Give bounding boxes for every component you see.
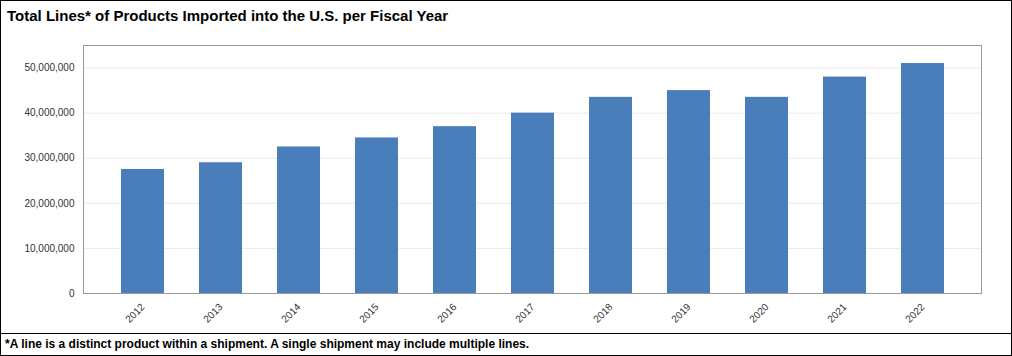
html-text:Total Lines* of Products Impor: Total Lines* of Products Imported into t… — [7, 7, 449, 24]
svg-text:2015: 2015 — [357, 301, 381, 325]
svg-text:2020: 2020 — [747, 301, 771, 325]
svg-text:10,000,000: 10,000,000 — [24, 243, 74, 254]
svg-text:2012: 2012 — [123, 301, 147, 325]
svg-text:40,000,000: 40,000,000 — [24, 107, 74, 118]
svg-text:50,000,000: 50,000,000 — [24, 62, 74, 73]
svg-text:2019: 2019 — [669, 301, 693, 325]
svg-text:20,000,000: 20,000,000 — [24, 198, 74, 209]
svg-text:2021: 2021 — [825, 301, 849, 325]
svg-text:2018: 2018 — [591, 301, 615, 325]
svg-text:30,000,000: 30,000,000 — [24, 152, 74, 163]
svg-text:0: 0 — [69, 288, 75, 299]
svg-text:2013: 2013 — [201, 301, 225, 325]
html-text:*A line is a distinct product: *A line is a distinct product within a s… — [5, 337, 530, 351]
svg-text:2014: 2014 — [279, 301, 303, 325]
svg-text:2016: 2016 — [435, 301, 459, 325]
svg-text:2017: 2017 — [513, 301, 537, 325]
svg-text:2022: 2022 — [903, 301, 927, 325]
